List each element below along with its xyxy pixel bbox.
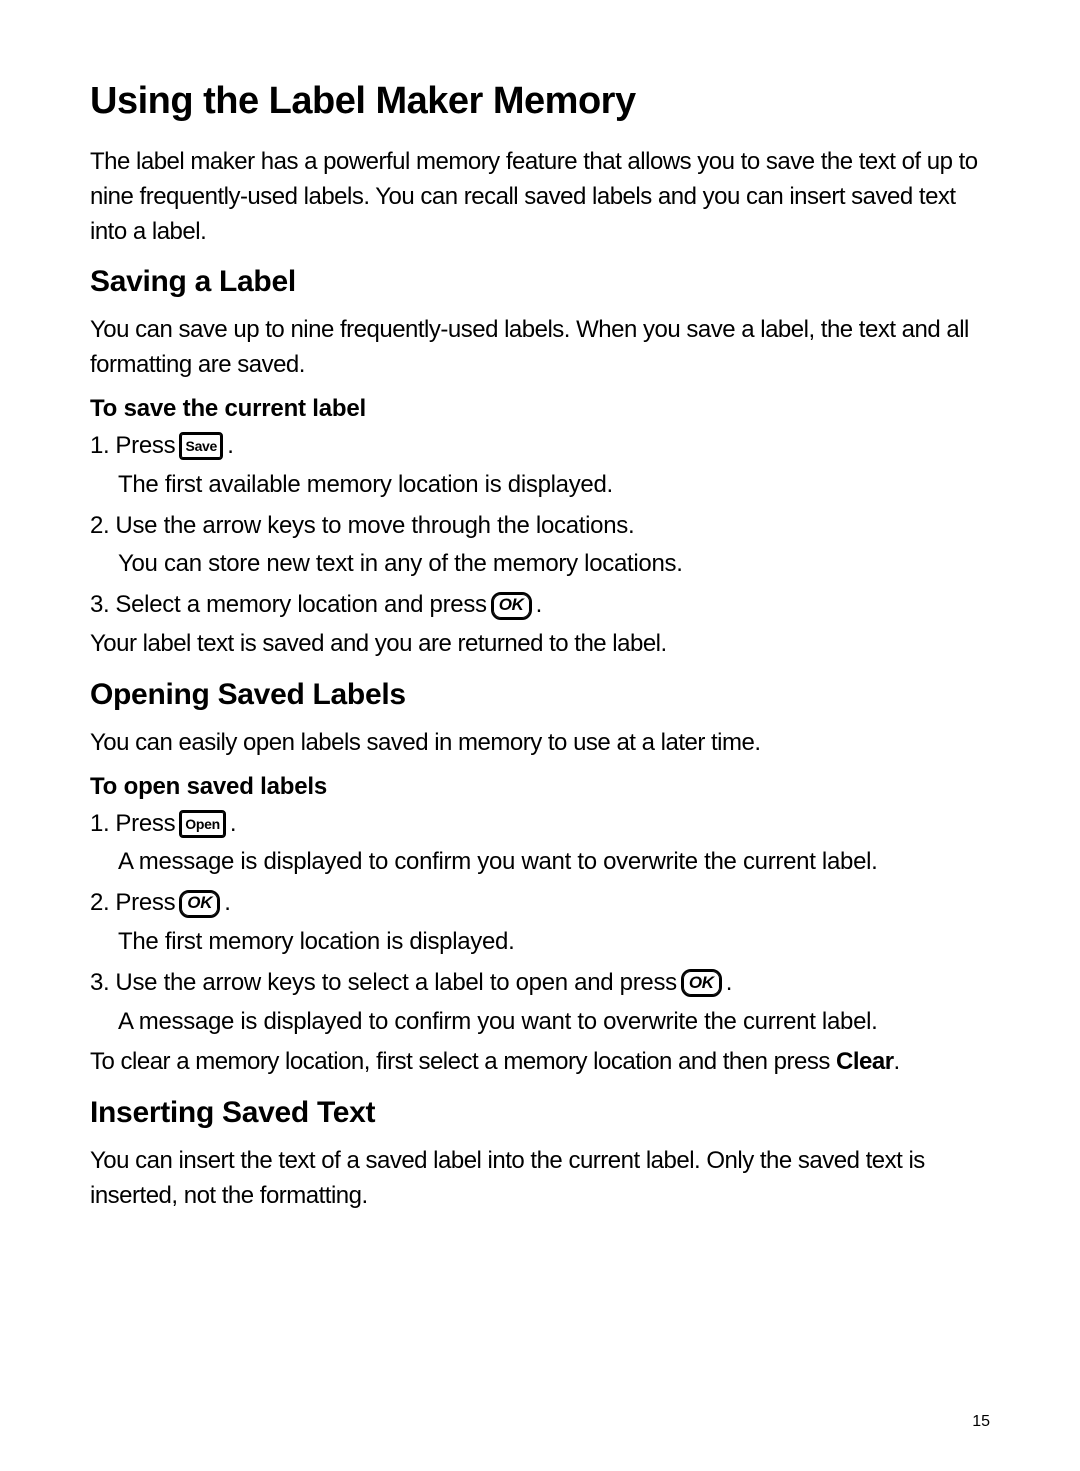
saving-step-2: 2. Use the arrow keys to move through th… bbox=[90, 509, 990, 544]
outro-pre: To clear a memory location, first select… bbox=[90, 1048, 836, 1075]
saving-step-1: 1. Press Save . bbox=[90, 429, 990, 464]
step-text: Use the arrow keys to move through the l… bbox=[115, 509, 634, 544]
step-number: 1. bbox=[90, 429, 109, 464]
opening-step-1-sub: A message is displayed to confirm you wa… bbox=[118, 845, 990, 880]
opening-step-3-sub: A message is displayed to confirm you wa… bbox=[118, 1005, 990, 1040]
open-button-icon: Open bbox=[179, 810, 226, 838]
saving-step-2-sub: You can store new text in any of the mem… bbox=[118, 547, 990, 582]
ok-button-icon: OK bbox=[491, 592, 532, 620]
step-number: 3. bbox=[90, 588, 109, 623]
opening-step-1: 1. Press Open . bbox=[90, 807, 990, 842]
step-text: Press bbox=[115, 886, 175, 921]
step-number: 1. bbox=[90, 807, 109, 842]
step-text: Press bbox=[115, 429, 175, 464]
clear-key-label: Clear bbox=[836, 1048, 894, 1075]
step-number: 2. bbox=[90, 509, 109, 544]
page-title: Using the Label Maker Memory bbox=[90, 80, 990, 123]
step-text: Press bbox=[115, 807, 175, 842]
outro-post: . bbox=[894, 1048, 900, 1075]
saving-heading: Saving a Label bbox=[90, 265, 990, 299]
opening-step-2-sub: The first memory location is displayed. bbox=[118, 925, 990, 960]
opening-intro: You can easily open labels saved in memo… bbox=[90, 726, 990, 761]
opening-subheading: To open saved labels bbox=[90, 773, 990, 801]
step-number: 3. bbox=[90, 966, 109, 1001]
step-text: . bbox=[726, 966, 732, 1001]
inserting-heading: Inserting Saved Text bbox=[90, 1096, 990, 1130]
saving-step-3: 3. Select a memory location and press OK… bbox=[90, 588, 990, 623]
saving-subheading: To save the current label bbox=[90, 395, 990, 423]
save-button-icon: Save bbox=[179, 432, 223, 460]
saving-intro: You can save up to nine frequently-used … bbox=[90, 313, 990, 383]
inserting-intro: You can insert the text of a saved label… bbox=[90, 1144, 990, 1214]
step-text: . bbox=[536, 588, 542, 623]
step-text: Select a memory location and press bbox=[115, 588, 486, 623]
step-text: . bbox=[230, 807, 236, 842]
opening-outro: To clear a memory location, first select… bbox=[90, 1045, 990, 1080]
saving-step-1-sub: The first available memory location is d… bbox=[118, 468, 990, 503]
page-number: 15 bbox=[972, 1413, 990, 1431]
opening-step-2: 2. Press OK . bbox=[90, 886, 990, 921]
ok-button-icon: OK bbox=[681, 969, 722, 997]
intro-paragraph: The label maker has a powerful memory fe… bbox=[90, 145, 990, 249]
opening-step-3: 3. Use the arrow keys to select a label … bbox=[90, 966, 990, 1001]
step-number: 2. bbox=[90, 886, 109, 921]
ok-button-icon: OK bbox=[179, 890, 220, 918]
step-text: . bbox=[224, 886, 230, 921]
opening-heading: Opening Saved Labels bbox=[90, 678, 990, 712]
step-text: Use the arrow keys to select a label to … bbox=[115, 966, 676, 1001]
step-text: . bbox=[227, 429, 233, 464]
saving-outro: Your label text is saved and you are ret… bbox=[90, 627, 990, 662]
